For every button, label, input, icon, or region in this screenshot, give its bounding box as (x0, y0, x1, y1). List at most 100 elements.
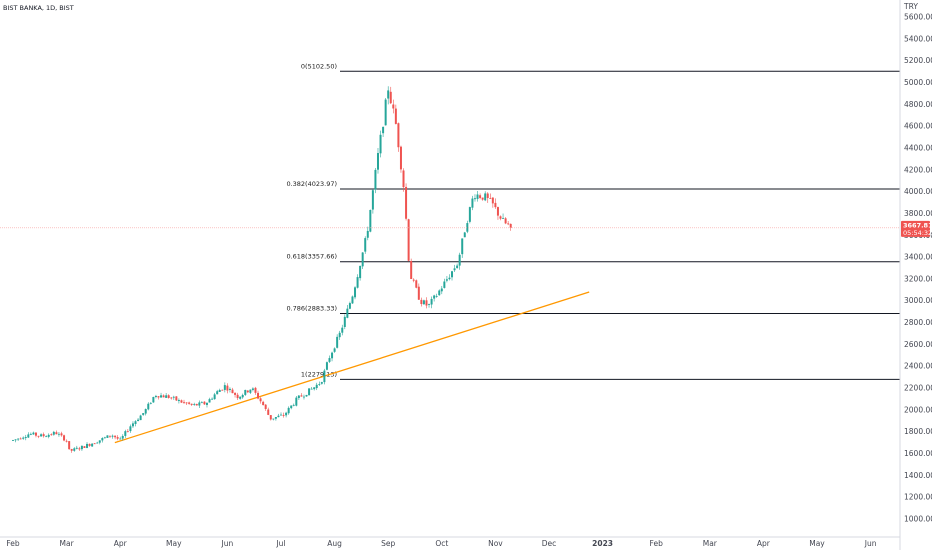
candle-body (343, 316, 346, 327)
x-tick-label: 2023 (592, 539, 613, 548)
candle-body (27, 434, 30, 438)
x-tick-label: Feb (650, 539, 664, 548)
candle-body (119, 438, 122, 440)
fib-level-label: 1(2279.13) (301, 370, 337, 378)
y-tick-label: 3000.00 (904, 296, 932, 305)
price-tag-box (901, 220, 930, 237)
candle-body (126, 431, 129, 433)
candle-body (290, 405, 293, 409)
candle-body (45, 436, 48, 438)
candle-body (466, 223, 469, 232)
fib-levels: 0(5102.50) 0.382(4023.97) 0.618(3357.66) 0.… (286, 62, 900, 380)
x-tick-label: Sep (381, 539, 395, 548)
candle-body (137, 419, 140, 422)
candle-body (193, 404, 196, 405)
candle-body (78, 448, 81, 450)
candle-body (144, 409, 147, 414)
candle-body (479, 195, 482, 198)
candle-body (364, 238, 367, 252)
candle-body (277, 415, 280, 418)
candle-body (348, 303, 351, 309)
y-tick-label: 5000.00 (904, 78, 932, 87)
candle-body (374, 169, 377, 190)
candle-body (203, 401, 206, 405)
candle-body (139, 415, 142, 421)
candle-body (42, 434, 45, 437)
y-tick-label: 2600.00 (904, 340, 932, 349)
candle-body (361, 252, 364, 267)
time-axis: Feb Mar Apr May Jun Jul Aug Sep Oct Nov Dec 2023 Feb… (6, 539, 876, 548)
candle-body (73, 448, 76, 451)
trendline[interactable] (114, 291, 590, 444)
y-tick-label: 5200.00 (904, 56, 932, 65)
candle-body (438, 290, 441, 296)
candle-body (473, 198, 476, 200)
candle-body (111, 435, 114, 437)
candle-body (285, 412, 288, 416)
candle-body (282, 414, 285, 416)
x-tick-label: Apr (757, 539, 771, 548)
candle-body (101, 438, 104, 441)
candle-body (40, 434, 43, 437)
candle-body (384, 99, 387, 126)
candle-body (433, 295, 436, 299)
candle-body (216, 391, 219, 395)
candle-body (185, 402, 188, 404)
candle-body (509, 223, 512, 228)
y-tick-label: 4600.00 (904, 122, 932, 131)
candle-body (328, 358, 331, 362)
candle-body (453, 268, 456, 271)
candle-body (226, 385, 229, 391)
candle-body (315, 384, 318, 389)
candle-body (397, 123, 400, 148)
x-tick-label: Oct (435, 539, 448, 548)
candle-body (57, 433, 60, 435)
candle-body (435, 295, 438, 297)
candle-body (19, 438, 22, 440)
candle-body (183, 401, 186, 403)
y-tick-label: 3400.00 (904, 253, 932, 262)
candle-body (504, 218, 507, 224)
candle-body (131, 423, 134, 427)
candle-body (443, 281, 446, 288)
candle-body (351, 296, 354, 304)
candle-body (80, 445, 83, 450)
candle-body (157, 396, 160, 398)
candle-body (264, 404, 267, 409)
candle-body (422, 300, 425, 305)
candle-body (29, 433, 32, 435)
x-tick-label: Aug (327, 539, 342, 548)
candle-body (402, 170, 405, 188)
x-tick-label: Jun (221, 539, 234, 548)
candle-body (379, 134, 382, 154)
candle-body (103, 437, 106, 439)
candle-body (280, 414, 282, 416)
candle-body (471, 198, 474, 208)
candle-body (341, 327, 344, 333)
y-tick-label: 3800.00 (904, 209, 932, 218)
candle-body (507, 223, 510, 225)
candle-body (93, 443, 96, 445)
candle-body (382, 126, 385, 134)
candle-body (211, 398, 214, 400)
fib-level-label: 0.618(3357.66) (286, 253, 337, 261)
candle-body (420, 299, 423, 305)
candle-body (496, 207, 499, 216)
candle-body (129, 426, 132, 432)
x-tick-label: Nov (488, 539, 503, 548)
candle-body (336, 336, 339, 348)
candle-body (389, 91, 392, 104)
candle-body (52, 431, 55, 435)
candle-body (346, 308, 349, 318)
candle-body (55, 432, 58, 435)
candle-body (262, 401, 265, 406)
candle-body (295, 397, 298, 406)
candle-body (249, 389, 252, 393)
candle-body (34, 432, 37, 436)
candle-body (246, 390, 249, 393)
fib-level-label: 0(5102.50) (301, 62, 337, 70)
y-tick-label: 4000.00 (904, 187, 932, 196)
candle-body (417, 286, 420, 300)
candle-body (461, 238, 464, 255)
